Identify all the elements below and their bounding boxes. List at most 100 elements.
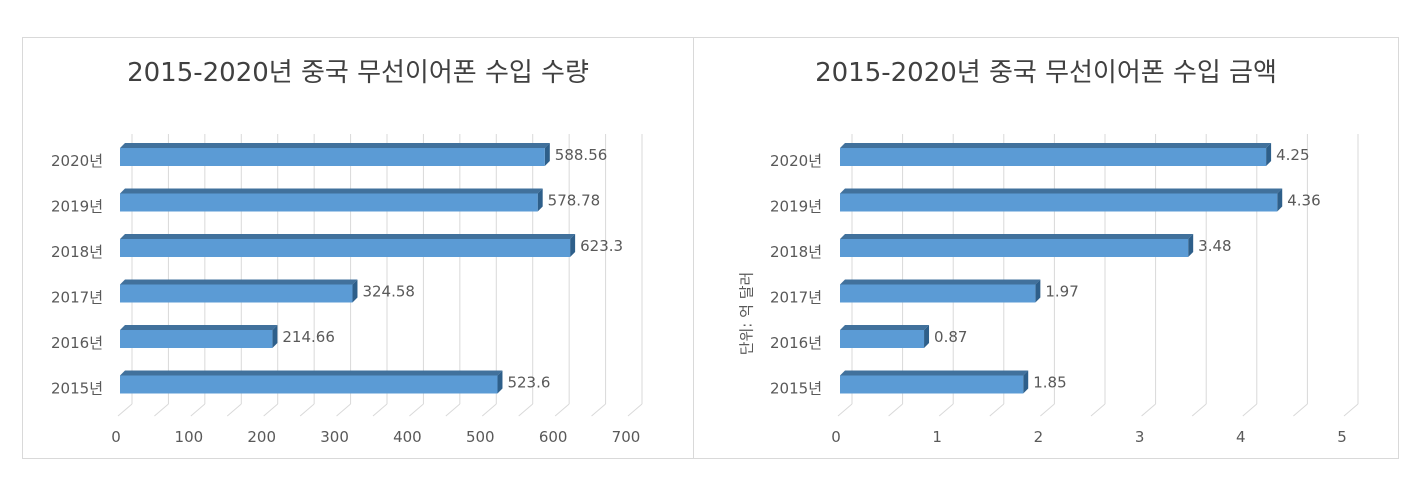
gridline-floor bbox=[1191, 403, 1207, 417]
data-label: 588.56 bbox=[555, 146, 608, 164]
data-label: 0.87 bbox=[934, 328, 967, 346]
x-tick-label: 2 bbox=[1034, 428, 1044, 446]
gridline-floor bbox=[117, 403, 133, 417]
x-tick-label: 1 bbox=[932, 428, 942, 446]
bar-top-face bbox=[120, 279, 358, 285]
bar-side-face bbox=[1188, 234, 1194, 257]
gridline-floor bbox=[336, 403, 351, 417]
gridline-floor bbox=[226, 403, 242, 417]
category-label: 2019년 bbox=[51, 198, 103, 216]
x-tick-label: 700 bbox=[612, 428, 641, 446]
gridline-floor bbox=[190, 403, 206, 417]
bar-top-face bbox=[840, 234, 1194, 239]
bar bbox=[840, 234, 1194, 257]
gridline-floor bbox=[299, 403, 315, 417]
gridline-floor bbox=[989, 403, 1005, 417]
gridline-floor bbox=[445, 403, 461, 417]
bar bbox=[840, 370, 1029, 394]
bar bbox=[840, 325, 930, 348]
bar-side-face bbox=[544, 143, 550, 166]
bar bbox=[120, 325, 278, 348]
bar-top-face bbox=[840, 188, 1283, 194]
bar-top-face bbox=[120, 143, 550, 148]
bar-side-face bbox=[1277, 188, 1283, 212]
x-tick-label: 100 bbox=[175, 428, 204, 446]
bar-top-face bbox=[840, 370, 1029, 376]
gridline-floor bbox=[1040, 403, 1055, 417]
bar-side-face bbox=[537, 188, 543, 212]
gridline-floor bbox=[627, 403, 643, 417]
category-label: 2018년 bbox=[51, 243, 103, 261]
data-label: 214.66 bbox=[282, 328, 335, 346]
x-tick-label: 0 bbox=[111, 428, 121, 446]
x-tick-label: 300 bbox=[320, 428, 349, 446]
gridline-floor bbox=[1293, 403, 1308, 417]
data-label: 4.25 bbox=[1276, 146, 1309, 164]
bar-top-face bbox=[120, 325, 278, 330]
gridline-floor bbox=[372, 403, 388, 417]
gridline-floor bbox=[263, 403, 279, 417]
gridline-floor bbox=[938, 403, 954, 417]
bar-side-face bbox=[497, 370, 503, 394]
x-tick-label: 400 bbox=[393, 428, 422, 446]
bar bbox=[120, 370, 503, 394]
category-label: 2018년 bbox=[770, 243, 822, 261]
x-tick-label: 5 bbox=[1337, 428, 1347, 446]
x-tick-label: 600 bbox=[539, 428, 568, 446]
data-label: 623.3 bbox=[580, 237, 623, 255]
bar-front-face bbox=[120, 284, 353, 303]
x-tick-label: 4 bbox=[1236, 428, 1246, 446]
data-label: 324.58 bbox=[362, 283, 415, 301]
chart-panel-import-volume: 2015-2020년 중국 무선이어폰 수입 수량 0 100 200 300 400 5… bbox=[22, 37, 694, 459]
chart-title: 2015-2020년 중국 무선이어폰 수입 금액 bbox=[815, 58, 1277, 88]
bar bbox=[120, 143, 550, 166]
bar-side-face bbox=[1266, 143, 1272, 166]
category-label: 2016년 bbox=[51, 334, 103, 352]
bar bbox=[120, 234, 576, 257]
bar-front-face bbox=[120, 239, 571, 257]
gridline-floor bbox=[837, 403, 853, 417]
category-label: 2015년 bbox=[51, 380, 103, 398]
bar bbox=[120, 279, 358, 303]
bar-front-face bbox=[840, 148, 1267, 166]
gridline-floor bbox=[518, 403, 534, 417]
bar-top-face bbox=[120, 188, 543, 194]
chart-title: 2015-2020년 중국 무선이어폰 수입 수량 bbox=[127, 58, 589, 88]
gridline-floor bbox=[409, 403, 424, 417]
bar-side-face bbox=[352, 279, 358, 303]
category-label: 2017년 bbox=[51, 289, 103, 307]
bar-front-face bbox=[840, 239, 1189, 257]
gridline-floor bbox=[481, 403, 497, 417]
category-label: 2015년 bbox=[770, 380, 822, 398]
bar-side-face bbox=[1023, 370, 1029, 394]
bar bbox=[840, 279, 1041, 303]
bar-side-face bbox=[1035, 279, 1041, 303]
gridline-floor bbox=[1242, 403, 1258, 417]
gridline-floor bbox=[1343, 403, 1359, 417]
bar-front-face bbox=[840, 375, 1024, 394]
data-label: 1.97 bbox=[1045, 283, 1078, 301]
gridline-floor bbox=[1090, 403, 1106, 417]
data-label: 1.85 bbox=[1033, 374, 1066, 392]
data-label: 4.36 bbox=[1287, 192, 1320, 210]
bar-front-face bbox=[840, 193, 1278, 212]
data-label: 523.6 bbox=[507, 374, 550, 392]
bar-chart-import-volume: 0 100 200 300 400 500 600 700 2020년 588.56 2019년 57… bbox=[51, 134, 643, 446]
x-tick-label: 500 bbox=[466, 428, 495, 446]
x-tick-label: 0 bbox=[831, 428, 841, 446]
bar-front-face bbox=[120, 375, 498, 394]
bar bbox=[120, 188, 543, 212]
bar-top-face bbox=[120, 234, 576, 239]
x-tick-label: 200 bbox=[247, 428, 276, 446]
category-label: 2020년 bbox=[770, 152, 822, 170]
bar-top-face bbox=[120, 370, 503, 376]
category-label: 2020년 bbox=[51, 152, 103, 170]
bar-side-face bbox=[570, 234, 576, 257]
bar-side-face bbox=[924, 325, 930, 348]
bar-front-face bbox=[120, 193, 538, 212]
category-label: 2016년 bbox=[770, 334, 822, 352]
data-label: 578.78 bbox=[548, 192, 601, 210]
gridline-floor bbox=[154, 403, 169, 417]
category-label: 2017년 bbox=[770, 289, 822, 307]
